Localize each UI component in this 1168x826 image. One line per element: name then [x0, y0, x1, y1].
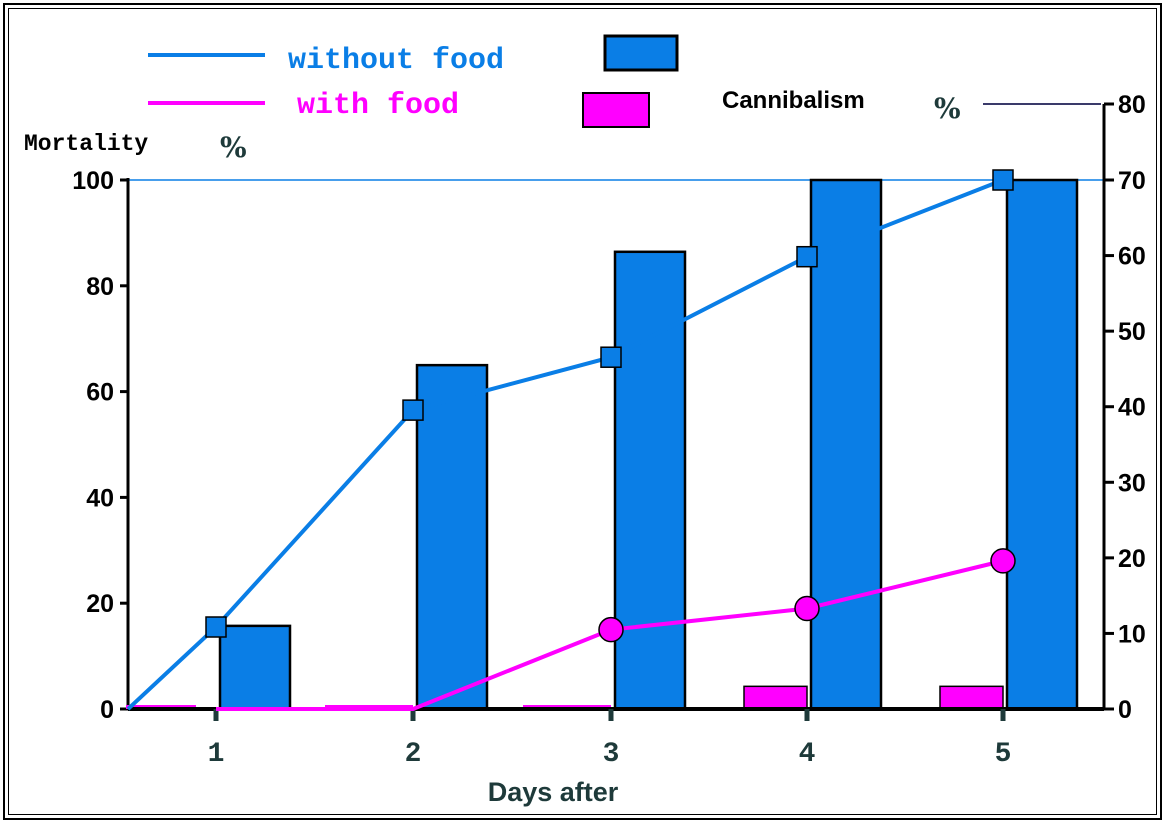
y-tick-label: 60: [86, 379, 114, 407]
bar-without-food: [415, 363, 489, 711]
y2-tick-label: 10: [1118, 620, 1146, 648]
y-tick-label: 80: [86, 273, 114, 301]
y2-tick-label: 0: [1118, 696, 1132, 724]
y2-tick-label: 80: [1118, 91, 1146, 119]
legend: without food with food: [148, 34, 679, 128]
legend-without-food-swatch: [603, 34, 679, 72]
y-tick-label: 0: [100, 696, 114, 724]
point-with-food: [598, 616, 624, 643]
bar-with-food: [939, 685, 1004, 710]
legend-with-food-swatch: [582, 92, 650, 128]
bar-without-food: [809, 178, 883, 711]
x-tick-label: 5: [995, 739, 1012, 770]
x-tick-label: 2: [405, 739, 422, 770]
chart-frame: [3, 3, 1162, 820]
point-without-food: [205, 616, 227, 638]
point-with-food: [990, 548, 1016, 574]
x-tick-label: 1: [208, 739, 225, 770]
x-tick-label: 4: [799, 739, 816, 770]
y2-axis-label: Cannibalism: [722, 87, 865, 114]
x-axis-label: Days after: [488, 777, 619, 807]
y2-tick-label: 40: [1118, 394, 1146, 422]
plot-area: 0 20 40 60 80 100 0 10 20 30 40 50 60 70 80 1 2 3 4 5: [72, 91, 1146, 770]
y-axis-label: Mortality: [24, 131, 148, 157]
axis-titles: Mortality % Cannibalism % Days after: [24, 87, 1101, 807]
y-tick-label: 40: [86, 484, 114, 512]
y2-tick-label: 60: [1118, 243, 1146, 271]
y2-tick-label: 20: [1118, 545, 1146, 573]
legend-with-food-label: with food: [297, 89, 459, 123]
y-axis-unit: %: [220, 131, 247, 164]
bar-without-food: [613, 250, 687, 711]
y-tick-label: 100: [72, 167, 114, 195]
x-tick-label: 3: [603, 739, 620, 770]
point-without-food: [600, 346, 622, 368]
line-without-food: [126, 178, 1004, 711]
y2-tick-label: 50: [1118, 318, 1146, 346]
y2-axis-unit: %: [934, 92, 961, 125]
point-with-food: [794, 595, 820, 622]
y2-tick-label: 30: [1118, 469, 1146, 497]
point-without-food: [992, 169, 1014, 191]
bar-without-food: [218, 624, 292, 711]
point-without-food: [796, 245, 818, 268]
legend-without-food-label: without food: [288, 44, 504, 78]
point-without-food: [402, 399, 424, 421]
y-tick-label: 20: [86, 590, 114, 618]
bar-with-food: [743, 685, 808, 710]
y2-tick-label: 70: [1118, 167, 1146, 195]
bar-without-food: [1005, 178, 1079, 711]
